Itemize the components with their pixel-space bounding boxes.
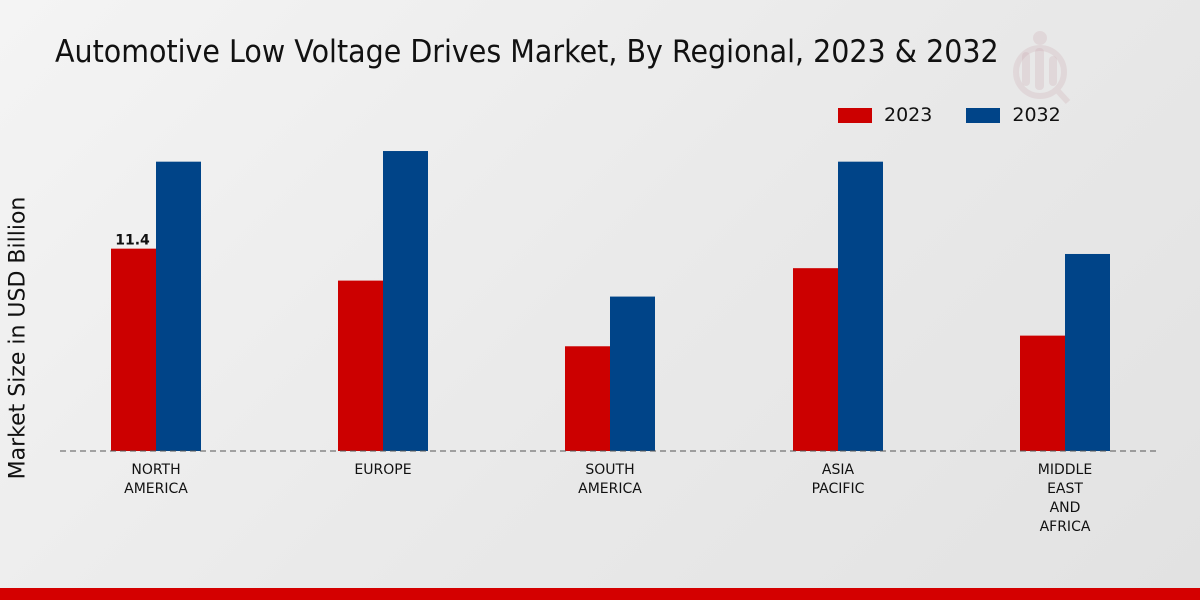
bar-2032-4 [1065, 253, 1110, 451]
legend-swatch-2032 [966, 107, 1001, 123]
bar-2032-0 [156, 161, 201, 452]
x-tick-label-1: EUROPE [354, 462, 411, 478]
legend-label-2023: 2023 [884, 104, 933, 126]
bar-2032-2 [610, 296, 655, 451]
bar-2023-2 [565, 346, 610, 451]
footer-accent-strip [0, 588, 1200, 600]
watermark-logo-icon [1013, 31, 1071, 105]
legend-label-2032: 2032 [1012, 104, 1061, 126]
bar-2023-3 [793, 268, 838, 451]
x-tick-label-4: MIDDLE EAST AND AFRICA [1038, 462, 1092, 535]
bar-2032-3 [838, 161, 883, 452]
legend: 2023 2032 [838, 104, 1095, 126]
x-tick-label-3: ASIA PACIFIC [812, 462, 865, 497]
chart-title: Automotive Low Voltage Drives Market, By… [55, 34, 999, 70]
bar-2023-1 [338, 280, 383, 451]
legend-swatch-2023 [838, 107, 872, 123]
x-tick-label-0: NORTH AMERICA [124, 462, 188, 497]
bar-2023-0 [111, 248, 156, 451]
data-label-0: 11.4 [115, 233, 150, 249]
bar-2032-1 [383, 151, 428, 451]
legend-item-2023: 2023 [838, 104, 932, 126]
x-tick-label-2: SOUTH AMERICA [578, 462, 642, 497]
bar-2023-4 [1020, 335, 1065, 451]
legend-item-2032: 2032 [966, 104, 1061, 126]
